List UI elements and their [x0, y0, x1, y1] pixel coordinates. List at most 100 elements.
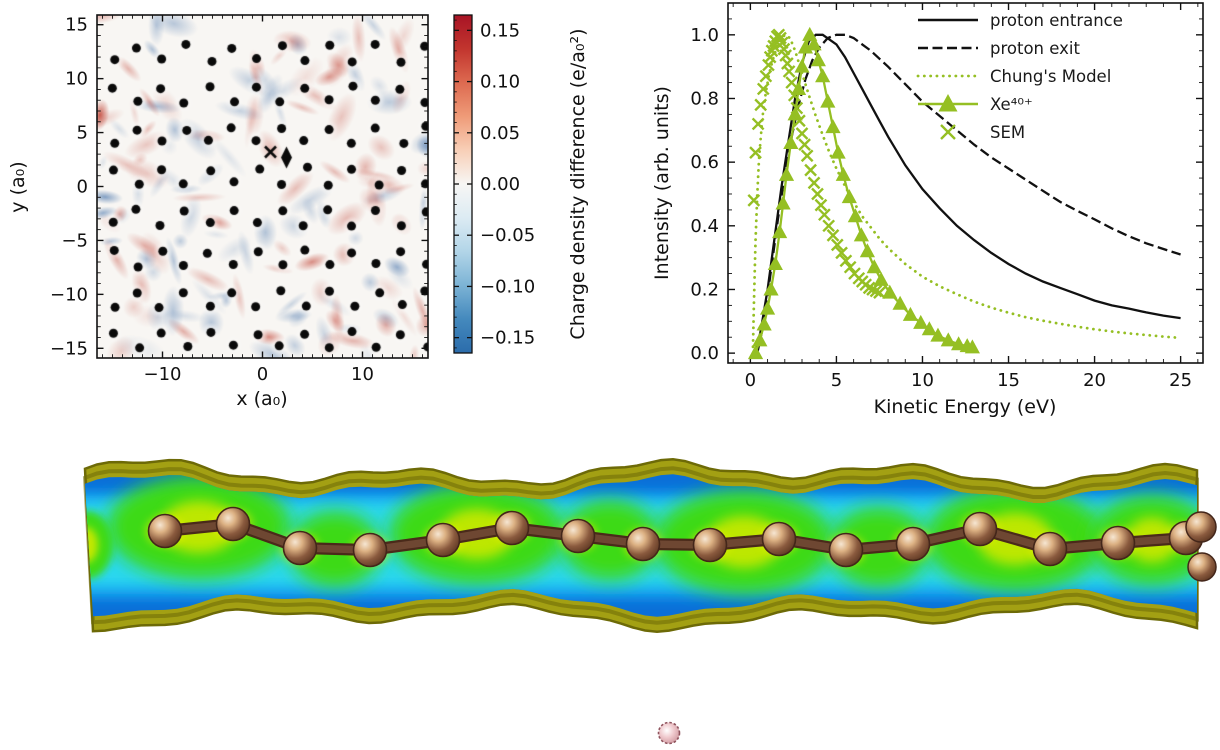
left-axes-group: 15 10 5 0 −5 −10 −15 −10 0 10 — [50, 14, 429, 385]
tick-label: 0 — [257, 364, 268, 385]
tick-label: −15 — [50, 338, 88, 359]
carbon-atom — [625, 526, 661, 562]
tick-label: 1.0 — [690, 25, 719, 46]
triangle-marker — [820, 93, 836, 108]
x-axis-label: x (a₀) — [236, 388, 288, 410]
x-marker — [762, 58, 775, 72]
triangle-marker-sample — [918, 94, 978, 112]
density-map-canvas — [97, 15, 428, 358]
tick-label: −0.15 — [480, 328, 535, 349]
intensity-axis-label: Intensity (arb. units) — [651, 86, 673, 280]
triangle-marker — [913, 314, 929, 329]
triangle-marker — [763, 281, 779, 296]
edge-cut-yellow — [85, 527, 98, 563]
x-marker — [759, 69, 773, 83]
triangle-marker — [873, 271, 889, 286]
tick-label: 0.00 — [480, 174, 520, 195]
plot-frame — [727, 2, 1204, 364]
carbon-atom — [215, 506, 251, 542]
right-axes-group: 0 5 10 15 20 25 0.0 0.2 0.4 0.6 0.8 1.0 — [690, 2, 1204, 391]
tick-label: 0.10 — [480, 72, 520, 93]
legend-label: Chung's Model — [990, 66, 1112, 86]
x-marker — [835, 246, 848, 260]
x-marker — [822, 219, 836, 233]
x-marker — [940, 124, 956, 140]
carbon-atom — [147, 513, 183, 549]
tick-label: 0.15 — [480, 20, 520, 41]
tick-label: −0.10 — [480, 276, 535, 297]
carbon-atom — [962, 511, 998, 547]
legend-entry-proton-exit: proton exit — [916, 34, 1123, 62]
intensity-plot: 0 5 10 15 20 25 0.0 0.2 0.4 0.6 0.8 1.0 — [690, 2, 1204, 391]
edge-atom — [1185, 511, 1217, 543]
triangle-marker — [775, 195, 791, 210]
triangle-marker — [778, 166, 795, 181]
x-marker — [747, 193, 761, 207]
carbon-atom — [352, 532, 388, 568]
colorbar: 0.15 0.10 0.05 0.00 −0.05 −0.10 −0.15 — [453, 14, 535, 354]
triangle-marker — [940, 332, 956, 347]
x-marker — [793, 114, 806, 128]
chain-atoms — [147, 506, 1217, 582]
triangle-marker — [767, 256, 783, 271]
tick-label: 10 — [911, 370, 934, 391]
tick-label: −0.05 — [480, 225, 535, 246]
plot-legend: proton entrance proton exit Chung's Mode… — [916, 6, 1123, 146]
x-marker — [754, 98, 768, 112]
x-marker — [830, 238, 844, 252]
tick-label: 0.0 — [690, 343, 719, 364]
tick-label: 0.4 — [690, 216, 719, 237]
triangle-marker — [815, 68, 831, 83]
tick-label: −10 — [50, 284, 88, 305]
tick-label: 15 — [65, 15, 88, 36]
triangle-marker — [859, 243, 876, 258]
triangle-marker — [830, 144, 846, 159]
edge-atom — [1187, 552, 1217, 582]
carbon-atom — [895, 526, 931, 562]
tick-label: 0.2 — [690, 279, 719, 300]
series-chungs_model — [751, 32, 1182, 349]
projectile-atom — [657, 721, 681, 745]
triangle-marker — [847, 208, 863, 223]
carbon-atom — [1100, 525, 1136, 561]
x-marker — [777, 42, 791, 56]
x-marker — [873, 286, 886, 300]
triangle-marker — [866, 259, 882, 274]
tick-label: 5 — [77, 123, 88, 144]
tick-label: 10 — [351, 364, 374, 385]
triangle-marker — [747, 345, 764, 360]
x-marker — [756, 82, 770, 96]
triangle-marker — [921, 321, 937, 336]
dotted-line-sample — [916, 74, 980, 78]
triangle-marker — [825, 119, 841, 134]
intensity-panel: 0 5 10 15 20 25 0.0 0.2 0.4 0.6 0.8 1.0 — [655, 0, 1220, 430]
x-marker — [798, 138, 811, 151]
carbon-atom — [560, 518, 596, 554]
triangle-marker — [951, 336, 967, 351]
x-marker — [749, 146, 762, 159]
triangle-marker — [806, 36, 822, 51]
x-marker — [869, 284, 883, 298]
carbon-atom — [761, 521, 797, 557]
x-marker — [785, 76, 799, 89]
triangle-marker — [759, 300, 776, 315]
triangle-marker — [756, 316, 772, 331]
tick-label: −5 — [61, 230, 88, 251]
x-marker — [839, 254, 853, 268]
x-marker — [800, 149, 814, 163]
atomic-wire-render — [82, 458, 1217, 745]
triangle-marker — [752, 332, 768, 347]
triangle-marker — [964, 339, 980, 354]
series-xe40 — [747, 26, 980, 360]
triangle-marker — [853, 227, 869, 242]
tick-label: 20 — [1083, 370, 1106, 391]
x-marker — [782, 65, 796, 78]
triangle-marker — [938, 94, 958, 112]
triangle-marker — [882, 284, 898, 299]
legend-label: proton entrance — [990, 10, 1123, 30]
x-marker — [843, 260, 857, 274]
triangle-marker — [902, 306, 919, 321]
triangle-marker — [790, 80, 807, 95]
charge-density-panel: 15 10 5 0 −5 −10 −15 −10 0 10 0.15 0.10 0.05 0.00 −0.0… — [0, 0, 655, 430]
